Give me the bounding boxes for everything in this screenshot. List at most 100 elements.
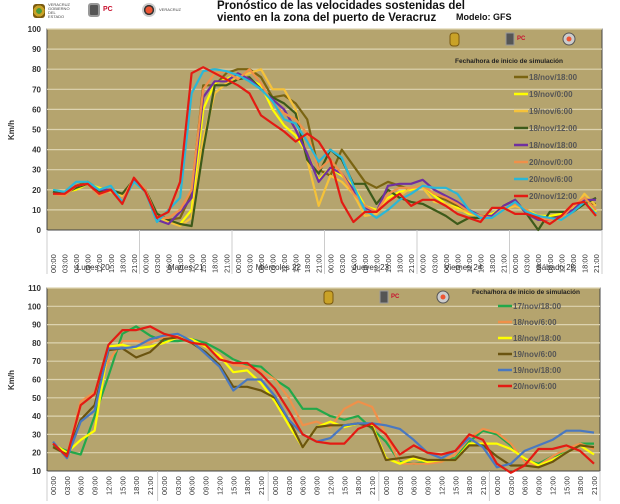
legend-label: 20/nov/12:00	[529, 192, 578, 201]
x-tick-label: 15:00	[569, 254, 578, 273]
y-tick-label: 100	[28, 25, 42, 34]
x-tick-label: 18:00	[576, 476, 585, 495]
x-tick-label: 00:00	[326, 254, 335, 273]
x-tick-label: 09:00	[176, 254, 185, 273]
x-tick-label: 21:00	[222, 254, 231, 273]
x-tick-label: 09:00	[202, 476, 211, 495]
y-tick-label: 50	[32, 126, 41, 135]
y-tick-label: 0	[37, 226, 42, 235]
logo-emergency: VERACRUZ	[142, 3, 181, 17]
x-tick-label: 03:00	[245, 254, 254, 273]
x-tick-label: 06:00	[77, 476, 86, 495]
x-tick-label: 03:00	[523, 254, 532, 273]
x-tick-label: 00:00	[160, 476, 169, 495]
legend-title: Fecha/hora de inicio de simulación	[455, 58, 563, 65]
y-axis-label: Km/h	[7, 370, 16, 390]
x-tick-label: 09:00	[84, 254, 93, 273]
x-tick-label: 12:00	[465, 254, 474, 273]
series-line-17-nov-18-00	[52, 325, 594, 465]
day-label: Miércoles 22	[256, 263, 302, 272]
x-tick-label: 03:00	[338, 254, 347, 273]
series-line-20-nov-12-00	[53, 66, 597, 226]
x-tick-label: 12:00	[437, 476, 446, 495]
proteccion-civil-icon	[505, 32, 515, 46]
series-line-19-nov-18-00	[52, 332, 595, 469]
x-tick-label: 15:00	[340, 476, 349, 495]
x-tick-label: 06:00	[410, 476, 419, 495]
x-tick-label: 15:00	[476, 254, 485, 273]
x-tick-label: 21:00	[368, 476, 377, 495]
x-tick-label: 18:00	[211, 254, 220, 273]
x-tick-label: 03:00	[430, 254, 439, 273]
proteccion-civil-icon	[88, 3, 100, 17]
x-tick-label: 18:00	[303, 254, 312, 273]
x-tick-label: 12:00	[104, 476, 113, 495]
x-tick-label: 03:00	[63, 476, 72, 495]
x-tick-label: 15:00	[292, 254, 301, 273]
x-tick-label: 18:00	[243, 476, 252, 495]
proteccion-civil-icon	[379, 290, 389, 304]
chart-title: Pronóstico de las velocidades sostenidas…	[217, 0, 465, 24]
veracruz-shield-icon	[449, 32, 460, 47]
emergency-emblem-core	[566, 36, 572, 42]
y-tick-label: 100	[28, 302, 42, 311]
series-line-19-nov-6-00	[52, 336, 595, 469]
x-tick-label: 21:00	[590, 476, 599, 495]
y-tick-label: 20	[32, 186, 41, 195]
x-tick-label: 00:00	[511, 254, 520, 273]
x-tick-label: 15:00	[107, 254, 116, 273]
y-axis-label: Km/h	[7, 120, 16, 140]
x-tick-label: 21:00	[592, 254, 601, 273]
legend-label: 19/nov/18:00	[513, 366, 562, 375]
day-label: Lunes 20	[77, 263, 110, 272]
y-tick-label: 90	[32, 45, 41, 54]
x-tick-label: 09:00	[424, 476, 433, 495]
x-tick-label: 18:00	[488, 254, 497, 273]
series-line-20-nov-6-00	[52, 325, 595, 474]
x-tick-label: 18:00	[396, 254, 405, 273]
x-tick-label: 15:00	[562, 476, 571, 495]
x-tick-label: 00:00	[234, 254, 243, 273]
y-tick-label: 30	[32, 166, 41, 175]
x-tick-label: 00:00	[493, 476, 502, 495]
x-tick-label: 21:00	[315, 254, 324, 273]
x-tick-label: 00:00	[382, 476, 391, 495]
day-label: Viernes 24	[444, 263, 483, 272]
x-tick-label: 15:00	[199, 254, 208, 273]
day-label: Jueves 23	[353, 263, 390, 272]
x-tick-label: 06:00	[349, 254, 358, 273]
y-tick-label: 30	[32, 430, 41, 439]
inner-logos: PC	[449, 32, 576, 47]
x-tick-label: 21:00	[130, 254, 139, 273]
y-tick-label: 70	[32, 357, 41, 366]
series-line-18-nov-18-00	[52, 336, 595, 467]
legend-title: Fecha/hora de inicio de simulación	[472, 289, 580, 296]
y-tick-label: 10	[32, 206, 41, 215]
x-tick-label: 06:00	[72, 254, 81, 273]
legend-label: 18/nov/6:00	[513, 318, 557, 327]
x-tick-label: 18:00	[132, 476, 141, 495]
logo-veracruz: VERACRUZ GOBIERNO DEL ESTADO	[33, 3, 72, 19]
x-tick-label: 12:00	[95, 254, 104, 273]
x-tick-label: 15:00	[118, 476, 127, 495]
x-tick-label: 18:00	[465, 476, 474, 495]
x-tick-label: 15:00	[384, 254, 393, 273]
x-tick-label: 21:00	[500, 254, 509, 273]
x-tick-label: 00:00	[49, 254, 58, 273]
x-tick-label: 18:00	[118, 254, 127, 273]
day-label: Martes 21	[168, 263, 204, 272]
legend-label: 18/nov/18:00	[529, 73, 578, 82]
day-label: Sábado 25	[536, 263, 575, 272]
x-tick-label: 15:00	[451, 476, 460, 495]
x-tick-label: 06:00	[534, 254, 543, 273]
y-tick-label: 70	[32, 85, 41, 94]
x-tick-label: 06:00	[299, 476, 308, 495]
x-tick-label: 09:00	[535, 476, 544, 495]
header: VERACRUZ GOBIERNO DEL ESTADO PC VERACRUZ…	[0, 0, 620, 24]
x-tick-label: 21:00	[257, 476, 266, 495]
y-tick-label: 90	[32, 321, 41, 330]
legend-label: 20/nov/6:00	[513, 382, 557, 391]
emergency-emblem-icon	[142, 3, 156, 17]
